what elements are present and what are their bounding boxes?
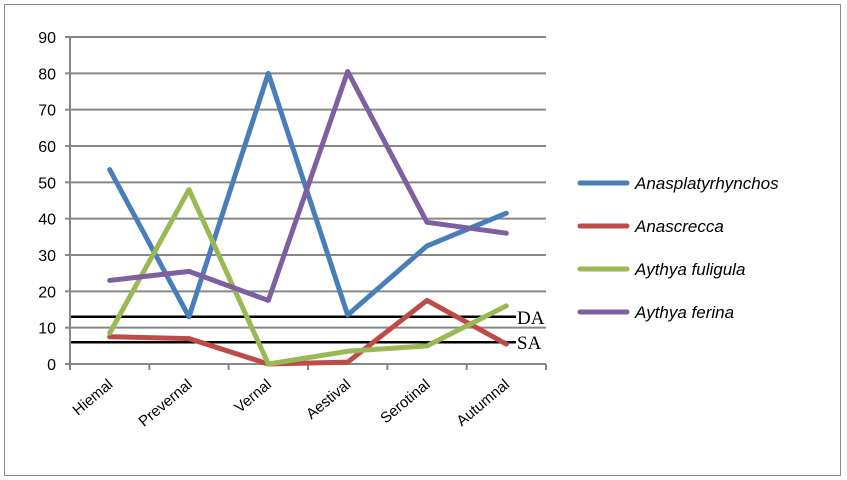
series-line-1: [107, 297, 509, 367]
y-tick-label: 70: [38, 103, 56, 120]
legend: Anasplatyrhynchos Anascrecca Aythya fuligu…: [577, 174, 779, 322]
series-line-2: [107, 187, 509, 367]
x-tick-label: Hiemal: [70, 376, 117, 419]
series-line-3: [107, 69, 509, 303]
x-tick-label: Prevernal: [135, 376, 195, 430]
legend-label-0: Anasplatyrhynchos: [634, 174, 779, 193]
series-line-0: [107, 70, 509, 320]
series-lines: [107, 69, 509, 367]
x-tick-label: Aestival: [303, 376, 354, 423]
y-tick-label: 80: [38, 66, 56, 83]
y-tick-label: 30: [38, 248, 56, 265]
y-tick-label: 40: [38, 212, 56, 229]
x-tick-label: Serotinal: [377, 376, 433, 427]
y-tick-label: 20: [38, 284, 56, 301]
reference-lines: [70, 315, 516, 344]
x-tick-label: Autumnal: [453, 376, 512, 430]
y-tick-label: 10: [38, 321, 56, 338]
reference-line-label-sa: SA: [517, 333, 542, 354]
x-axis-ticks: Hiemal Prevernal Vernal Aestival Serotinal Au…: [69, 364, 547, 430]
reference-line-label-da: DA: [517, 308, 545, 329]
y-tick-label: 90: [38, 30, 56, 47]
legend-label-3: Aythya ferina: [634, 303, 734, 322]
reference-line-labels: DA SA: [517, 308, 545, 354]
y-axis-ticks: 0 10 20 30 40 50 60 70 80 90: [38, 30, 70, 374]
x-tick-label: Vernal: [231, 376, 275, 416]
chart-frame: [4, 4, 841, 476]
legend-label-2: Aythya fuligula: [634, 260, 745, 279]
y-tick-label: 50: [38, 175, 56, 192]
legend-label-1: Anascrecca: [634, 217, 724, 236]
y-tick-label: 60: [38, 139, 56, 156]
y-tick-label: 0: [47, 357, 56, 374]
